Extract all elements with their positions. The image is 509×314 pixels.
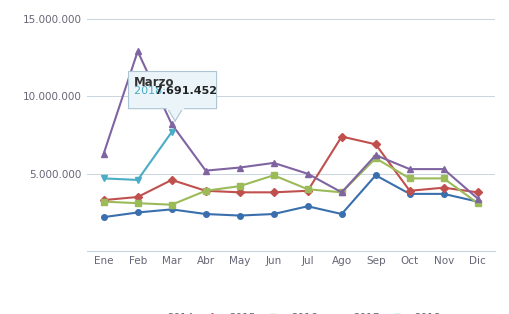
2016 [100,200,106,203]
2017 [100,152,106,155]
2015 [100,198,106,202]
2017 [236,166,242,170]
2014 [134,211,140,214]
Line: 2017: 2017 [101,49,479,201]
2015 [270,191,276,194]
2015 [338,135,344,138]
2015 [236,191,242,194]
Text: Marzo: Marzo [133,76,174,89]
2014 [304,204,310,208]
2016 [270,173,276,177]
2015 [202,189,208,193]
2014 [236,214,242,218]
2017 [406,167,412,171]
2015 [406,189,412,193]
Line: 2014: 2014 [101,172,479,220]
2014 [338,212,344,216]
2017 [168,122,175,126]
2014 [372,173,378,177]
2014 [474,200,480,203]
2014 [168,208,175,211]
FancyBboxPatch shape [128,72,216,109]
2016 [202,189,208,193]
Text: 2018:: 2018: [133,86,168,96]
2017 [338,191,344,194]
2014 [406,192,412,196]
2017 [202,169,208,172]
2016 [134,201,140,205]
2016 [168,203,175,207]
2014 [202,212,208,216]
2017 [134,50,140,53]
Polygon shape [167,109,182,121]
2018 [100,176,106,180]
2014 [270,212,276,216]
Line: 2018: 2018 [101,129,174,183]
Line: 2015: 2015 [101,134,479,203]
2016 [474,201,480,205]
2015 [474,191,480,194]
Line: 2016: 2016 [101,155,479,208]
2014 [440,192,446,196]
2016 [372,156,378,160]
2015 [372,143,378,146]
2015 [304,189,310,193]
2018 [134,178,140,182]
2015 [168,178,175,182]
Text: 7.691.452: 7.691.452 [154,86,217,96]
2017 [440,167,446,171]
2016 [440,176,446,180]
2015 [440,186,446,190]
2017 [372,153,378,157]
2017 [474,197,480,200]
2018 [168,130,175,134]
2016 [338,191,344,194]
2016 [236,184,242,188]
2015 [134,195,140,199]
2016 [304,187,310,191]
2017 [270,161,276,165]
2014 [100,215,106,219]
Legend: 2014, 2015, 2016, 2017, 2018: 2014, 2015, 2016, 2017, 2018 [136,309,444,314]
2016 [406,176,412,180]
2017 [304,172,310,176]
